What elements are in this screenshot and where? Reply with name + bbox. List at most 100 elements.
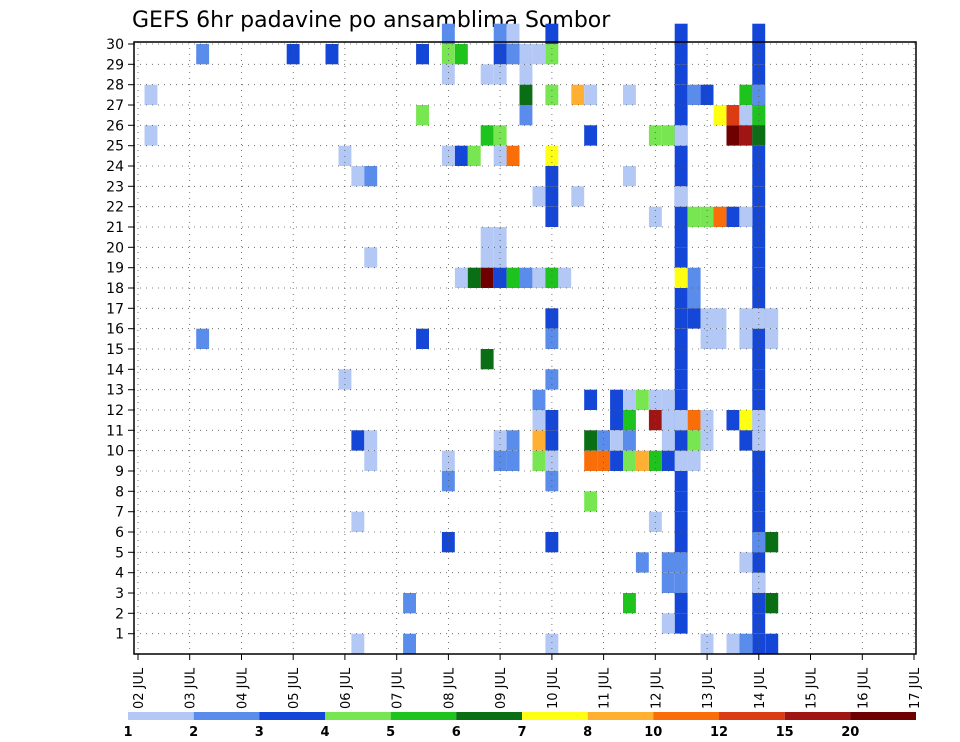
heatmap-cell bbox=[687, 206, 701, 227]
y-tick-label: 9 bbox=[115, 464, 124, 480]
colorbar-label: 10 bbox=[644, 725, 662, 740]
heatmap-cell bbox=[545, 328, 559, 349]
x-tick-label: 07 JUL bbox=[391, 667, 406, 709]
heatmap-cell bbox=[752, 186, 766, 207]
heatmap-cell bbox=[726, 410, 740, 431]
heatmap-cell bbox=[506, 44, 520, 65]
heatmap-cell bbox=[648, 389, 662, 410]
heatmap-cell bbox=[674, 532, 688, 553]
colorbar-label: 7 bbox=[517, 725, 526, 740]
heatmap-cell bbox=[480, 349, 494, 370]
heatmap-cell bbox=[364, 166, 378, 187]
heatmap-cell bbox=[480, 247, 494, 268]
heatmap-cell bbox=[674, 186, 688, 207]
colorbar-label: 20 bbox=[841, 725, 859, 740]
colorbar-swatch bbox=[193, 712, 260, 720]
colorbar-swatch bbox=[456, 712, 522, 720]
heatmap-cell bbox=[752, 64, 766, 85]
heatmap-cell bbox=[416, 328, 429, 349]
heatmap-cell bbox=[144, 84, 158, 105]
heatmap-cell bbox=[674, 389, 688, 410]
heatmap-cell bbox=[506, 267, 520, 288]
x-tick-label: 12 JUL bbox=[649, 667, 664, 709]
heatmap-cell bbox=[506, 23, 520, 44]
heatmap-cell bbox=[752, 471, 766, 492]
heatmap-cell bbox=[674, 267, 688, 288]
heatmap-cell bbox=[661, 613, 675, 634]
x-tick-label: 04 JUL bbox=[236, 667, 251, 709]
x-tick-label: 03 JUL bbox=[184, 667, 199, 709]
heatmap-cell bbox=[739, 105, 753, 126]
heatmap-cell bbox=[752, 532, 766, 553]
heatmap-cell bbox=[726, 105, 740, 126]
heatmap-cell bbox=[765, 633, 779, 654]
heatmap-cell bbox=[752, 450, 766, 471]
heatmap-cell bbox=[519, 44, 533, 65]
heatmap-cell bbox=[752, 145, 766, 166]
heatmap-cell bbox=[752, 633, 766, 654]
y-tick-label: 28 bbox=[106, 78, 124, 94]
heatmap-cell bbox=[441, 145, 455, 166]
heatmap-cell bbox=[144, 125, 158, 146]
heatmap-cell bbox=[364, 430, 378, 451]
colorbar-label: 4 bbox=[320, 725, 329, 740]
heatmap-cell bbox=[674, 450, 688, 471]
heatmap-cell bbox=[364, 247, 378, 268]
heatmap-cell bbox=[532, 410, 546, 431]
heatmap-cell bbox=[752, 166, 766, 187]
heatmap-cells bbox=[144, 23, 779, 654]
heatmap-cell bbox=[441, 532, 455, 553]
x-tick-label: 02 JUL bbox=[132, 667, 147, 709]
heatmap-cell bbox=[545, 267, 559, 288]
heatmap-cell bbox=[480, 267, 494, 288]
heatmap-cell bbox=[752, 511, 766, 532]
heatmap-cell bbox=[687, 410, 701, 431]
heatmap-cell bbox=[687, 267, 701, 288]
heatmap-cell bbox=[752, 328, 766, 349]
y-tick-label: 30 bbox=[106, 37, 124, 53]
y-tick-label: 22 bbox=[106, 200, 124, 216]
heatmap-cell bbox=[351, 166, 365, 187]
heatmap-cell bbox=[623, 410, 636, 431]
heatmap-cell bbox=[338, 145, 352, 166]
heatmap-cell bbox=[648, 511, 662, 532]
heatmap-cell bbox=[752, 491, 766, 512]
heatmap-cell bbox=[623, 84, 636, 105]
colorbar-label: 3 bbox=[255, 725, 264, 740]
heatmap-cell bbox=[674, 491, 688, 512]
colorbar-swatch bbox=[850, 712, 916, 720]
colorbar-swatch bbox=[325, 712, 391, 720]
heatmap-cell bbox=[674, 166, 688, 187]
heatmap-cell bbox=[545, 633, 559, 654]
y-tick-label: 29 bbox=[106, 57, 124, 73]
heatmap-cell bbox=[532, 430, 546, 451]
heatmap-cell bbox=[752, 125, 766, 146]
heatmap-cell bbox=[584, 491, 598, 512]
colorbar-swatch bbox=[390, 712, 457, 720]
x-tick-label: 06 JUL bbox=[339, 667, 354, 709]
heatmap-cell bbox=[739, 125, 753, 146]
heatmap-cell bbox=[480, 125, 494, 146]
heatmap-cell bbox=[674, 64, 688, 85]
heatmap-cell bbox=[571, 84, 585, 105]
y-tick-label: 8 bbox=[115, 484, 124, 500]
heatmap-cell bbox=[674, 613, 688, 634]
heatmap-cell bbox=[558, 267, 572, 288]
heatmap-cell bbox=[493, 450, 507, 471]
colorbar-label: 5 bbox=[386, 725, 395, 740]
heatmap-cell bbox=[493, 125, 507, 146]
heatmap-cell bbox=[765, 532, 779, 553]
heatmap-cell bbox=[739, 552, 753, 573]
heatmap-cell bbox=[674, 430, 688, 451]
heatmap-cell bbox=[506, 450, 520, 471]
heatmap-cell bbox=[752, 227, 766, 248]
heatmap-cell bbox=[532, 389, 546, 410]
x-tick-label: 08 JUL bbox=[442, 667, 457, 709]
heatmap-cell bbox=[752, 267, 766, 288]
heatmap-cell bbox=[441, 471, 455, 492]
heatmap-cell bbox=[454, 267, 468, 288]
heatmap-cell bbox=[545, 166, 559, 187]
heatmap-cell bbox=[661, 125, 675, 146]
heatmap-cell bbox=[752, 389, 766, 410]
heatmap-cell bbox=[493, 145, 507, 166]
